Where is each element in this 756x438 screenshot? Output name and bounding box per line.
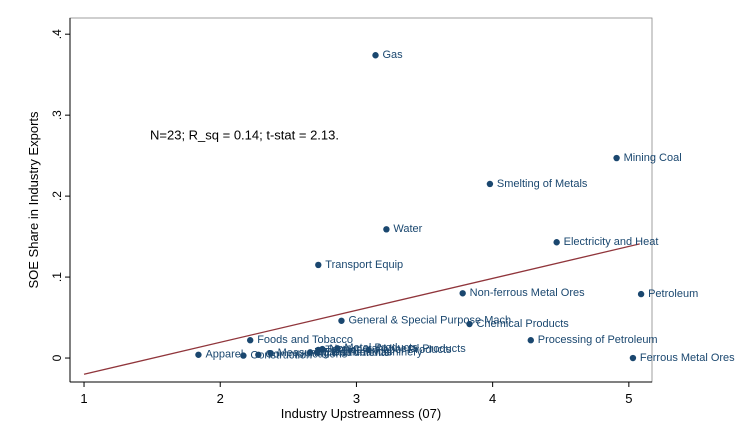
point-label: Communications (265, 349, 347, 361)
point-label: Foods and Tobacco (257, 334, 353, 346)
y-tick-label: 0 (50, 354, 64, 361)
point-label: Non-metal Mineral Products (329, 343, 466, 355)
x-tick-label: 2 (217, 391, 224, 406)
point-label: Gas (383, 49, 404, 61)
point-label: Apparel (205, 349, 243, 361)
y-axis-title: SOE Share in Industry Exports (26, 111, 41, 289)
point-label: Processing of Petroleum (538, 334, 658, 346)
point (267, 349, 274, 357)
point (246, 337, 254, 344)
point-label: Water (393, 223, 422, 235)
x-tick-label: 4 (489, 391, 496, 406)
point-label: Transport Equip (325, 259, 403, 271)
point (315, 261, 322, 269)
point-label: Construction (250, 350, 312, 362)
point-label: Ferrous Metal Ores (640, 352, 735, 364)
x-tick-label: 5 (625, 391, 632, 406)
y-tick-label: .2 (50, 191, 64, 201)
y-tick-label: .1 (50, 272, 64, 282)
x-axis-title: Industry Upstreamness (07) (281, 406, 441, 421)
point (466, 320, 473, 328)
point (334, 345, 341, 352)
point (553, 239, 560, 246)
annotation: N=23; R_sq = 0.14; t-stat = 2.13. (150, 127, 339, 142)
point (383, 226, 390, 233)
x-tick-label: 3 (353, 391, 360, 406)
fit-line (83, 243, 640, 375)
point-label: Smelting of Metals (497, 178, 588, 190)
point (486, 180, 494, 188)
point-label: Petroleum (648, 288, 698, 300)
point (365, 346, 372, 354)
point-label: Non-ferrous Metal Ores (470, 287, 585, 299)
point (255, 351, 262, 358)
point (240, 352, 247, 359)
point-label: Chemical Products (476, 318, 569, 330)
point-label: Electricity and Heat (564, 236, 659, 248)
point (319, 345, 326, 353)
point (613, 154, 620, 162)
point (195, 351, 202, 358)
y-tick-label: .3 (50, 110, 64, 120)
point-label: Paper Products (376, 344, 452, 356)
point (459, 290, 466, 297)
y-tick-label: .4 (50, 29, 64, 39)
point-label: Metal Products (344, 342, 418, 354)
point (338, 317, 345, 324)
point (629, 354, 637, 362)
point (637, 290, 645, 298)
point (527, 337, 534, 344)
point-label: Mining Coal (624, 152, 682, 164)
x-tick-label: 1 (80, 391, 87, 406)
point-label: Electrical Machinery (324, 346, 423, 358)
point (306, 349, 314, 356)
point (372, 52, 379, 59)
point-label: Measuring Instruments (278, 347, 390, 359)
plot-area (69, 17, 653, 383)
